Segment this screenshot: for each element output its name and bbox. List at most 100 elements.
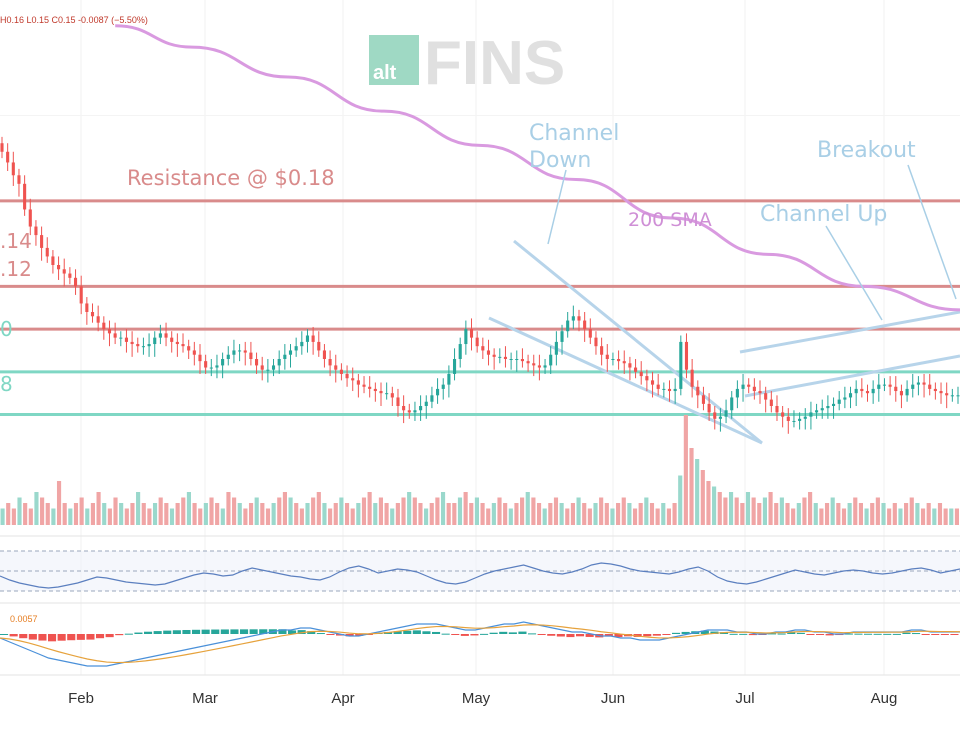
volume-bar [898,508,903,525]
candle-body [198,354,202,362]
channel-down-arrow [547,169,567,245]
macd-hist-bar [134,632,143,634]
macd-hist-bar [48,634,57,642]
candle-body [820,408,824,411]
volume-bar [937,503,943,525]
macd-hist-bar [38,634,47,641]
volume-bar [672,503,677,525]
candle-body [815,410,819,413]
volume-bar [632,508,638,525]
macd-hist-bar [316,633,325,635]
volume-bar [587,508,592,525]
volume-bar [390,508,395,525]
candle-body [537,365,541,368]
candle-body [899,391,903,396]
macd-hist-bar [902,632,911,634]
volume-bar [892,503,897,525]
candle-body [679,341,683,389]
x-tick-label: May [462,690,491,707]
volume-bar [666,508,671,525]
candle-body [345,373,349,379]
volume-bar [915,503,920,525]
candle-body [877,384,881,389]
candle-body [226,354,230,359]
candle-body [62,269,66,274]
macd-hist-bar [806,634,815,635]
candle-body [475,337,479,347]
candle-body [566,320,570,332]
rsi-pane [0,550,960,592]
candle-body [667,388,672,392]
volume-bar [23,503,28,525]
volume-bar [158,497,163,525]
volume-bar [599,497,604,525]
volume-bar [819,508,824,525]
volume-bar [649,503,655,525]
macd-hist-bar [576,634,585,637]
candle-body [956,395,960,397]
candle-body [17,175,21,184]
volume-bar [887,508,892,525]
candle-body [526,361,530,364]
candle-body [605,354,609,359]
candle-body [764,393,768,400]
volume-bar [265,508,271,525]
macd-hist-bar [259,629,268,634]
candle-body [113,333,117,338]
macd-hist-bar [489,632,498,634]
candle-body [215,365,219,368]
volume-bar [559,503,564,525]
macd-hist-bar [480,633,489,635]
macd-hist-bar [240,629,249,634]
volume-bar [480,503,485,525]
volume-bar [565,508,570,525]
candle-body [865,391,870,394]
altfins-logo: alt FINS [369,29,565,98]
macd-hist-bar [124,633,133,635]
volume-bar [452,503,457,525]
candle-body [311,335,315,342]
candle-body [690,369,694,387]
channel-up-lower [744,354,960,398]
breakout-arrow [907,164,957,300]
candle-body [701,395,705,404]
macd-hist-bar [470,634,479,636]
volume-bar [491,503,496,525]
macd-hist-bar [249,629,258,634]
macd-hist-bar [710,631,719,634]
level-label-12: .12 [0,257,32,281]
volume-bar [215,503,220,525]
volume-bar [712,486,717,525]
candle-body [107,329,112,334]
volume-bar [0,508,5,525]
macd-hist-bar [700,630,709,634]
volume-bar [311,497,316,525]
candle-body [294,346,298,351]
candle-body [498,356,502,358]
macd-hist-bar [931,634,940,635]
volume-bar [305,503,310,525]
volume-bar [124,508,129,525]
candle-body [28,209,32,227]
volume-bar [520,497,525,525]
volume-bar [576,497,581,525]
candle-body [356,380,360,385]
logo-badge [369,35,419,85]
volume-bar [412,497,417,525]
candle-body [260,365,264,370]
candle-body [45,247,49,257]
candle-body [164,333,168,338]
candle-body [271,365,276,370]
volume-bar [508,508,513,525]
macd-hist-bar [96,634,105,639]
candles [0,136,960,434]
candle-body [424,401,428,406]
candle-body [283,354,287,359]
candle-body [554,341,558,355]
channel-up-upper [739,310,960,354]
macd-hist-bar [854,633,863,635]
candle-body [696,386,700,396]
volume-bar [152,503,158,525]
candle-body [238,350,242,352]
